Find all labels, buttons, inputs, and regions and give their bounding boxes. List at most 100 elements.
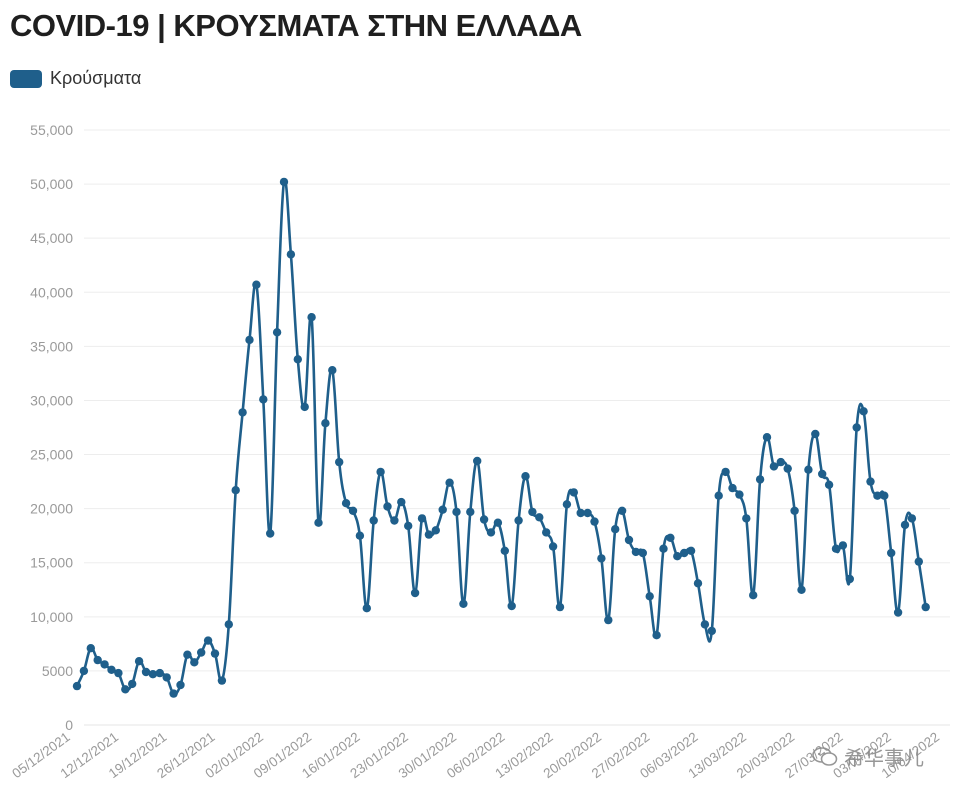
data-point[interactable] (769, 462, 779, 471)
data-point[interactable] (852, 423, 861, 432)
data-point[interactable] (824, 480, 834, 489)
data-point[interactable] (728, 483, 737, 493)
data-point[interactable] (493, 518, 503, 527)
data-point[interactable] (528, 507, 537, 517)
data-point[interactable] (155, 668, 164, 678)
data-point[interactable] (383, 502, 392, 511)
data-point[interactable] (459, 599, 468, 608)
data-point[interactable] (473, 456, 482, 466)
data-point[interactable] (811, 429, 820, 439)
data-point[interactable] (210, 649, 220, 658)
data-point[interactable] (410, 588, 420, 598)
data-point[interactable] (514, 516, 523, 525)
data-point[interactable] (831, 544, 841, 553)
data-point[interactable] (555, 602, 565, 612)
data-point[interactable] (231, 486, 240, 495)
data-point[interactable] (631, 547, 641, 557)
data-point[interactable] (873, 491, 882, 500)
data-point[interactable] (121, 685, 130, 694)
data-point[interactable] (86, 644, 96, 653)
data-point[interactable] (921, 602, 930, 612)
data-point[interactable] (224, 620, 233, 629)
data-point[interactable] (424, 530, 434, 539)
data-point[interactable] (183, 650, 192, 659)
data-point[interactable] (107, 665, 116, 674)
data-point[interactable] (887, 548, 896, 558)
data-point[interactable] (203, 636, 213, 645)
data-point[interactable] (445, 478, 454, 487)
data-point[interactable] (376, 467, 385, 477)
data-point[interactable] (197, 648, 206, 657)
data-point[interactable] (404, 521, 413, 531)
data-point[interactable] (348, 506, 358, 515)
data-point[interactable] (838, 541, 848, 550)
data-point[interactable] (452, 507, 461, 517)
data-point[interactable] (314, 518, 323, 527)
data-point[interactable] (190, 658, 199, 667)
data-point[interactable] (548, 542, 558, 551)
data-point[interactable] (597, 554, 606, 563)
data-point[interactable] (652, 631, 661, 640)
data-point[interactable] (638, 548, 647, 558)
data-point[interactable] (611, 525, 620, 534)
data-point[interactable] (500, 546, 509, 555)
data-point[interactable] (859, 407, 868, 416)
data-point[interactable] (279, 177, 289, 187)
data-point[interactable] (355, 531, 365, 540)
data-point[interactable] (776, 457, 785, 467)
data-point[interactable] (300, 402, 309, 412)
data-point[interactable] (583, 508, 592, 518)
data-point[interactable] (486, 528, 496, 537)
data-point[interactable] (259, 395, 268, 404)
data-point[interactable] (431, 526, 440, 535)
data-point[interactable] (749, 591, 758, 600)
data-point[interactable] (148, 670, 158, 679)
data-point[interactable] (590, 517, 599, 526)
data-point[interactable] (272, 328, 282, 337)
data-point[interactable] (369, 516, 378, 525)
data-point[interactable] (238, 408, 247, 417)
data-point[interactable] (866, 477, 875, 486)
data-point[interactable] (535, 513, 544, 522)
data-point[interactable] (507, 601, 516, 611)
data-point[interactable] (176, 680, 185, 690)
data-point[interactable] (162, 673, 171, 682)
data-point[interactable] (721, 467, 730, 477)
data-point[interactable] (438, 505, 447, 514)
data-point[interactable] (335, 457, 344, 467)
data-point[interactable] (321, 419, 330, 428)
data-point[interactable] (742, 514, 751, 523)
data-point[interactable] (900, 520, 910, 530)
data-point[interactable] (686, 546, 696, 555)
data-point[interactable] (521, 472, 530, 481)
data-point[interactable] (362, 604, 371, 613)
data-point[interactable] (680, 548, 689, 558)
data-point[interactable] (735, 490, 744, 499)
data-point[interactable] (341, 499, 351, 508)
data-point[interactable] (93, 655, 102, 665)
data-point[interactable] (576, 508, 585, 518)
data-point[interactable] (818, 469, 827, 479)
data-point[interactable] (245, 335, 254, 345)
data-point[interactable] (252, 280, 261, 289)
data-point[interactable] (659, 544, 668, 553)
data-point[interactable] (707, 626, 716, 636)
data-point[interactable] (907, 514, 917, 523)
data-point[interactable] (569, 488, 578, 497)
data-point[interactable] (804, 465, 813, 474)
data-point[interactable] (293, 355, 302, 364)
data-point[interactable] (914, 557, 923, 566)
data-point[interactable] (307, 313, 316, 322)
data-point[interactable] (286, 250, 296, 259)
data-point[interactable] (845, 574, 854, 584)
data-point[interactable] (134, 657, 144, 666)
data-point[interactable] (114, 668, 123, 678)
data-point[interactable] (624, 535, 634, 545)
data-point[interactable] (617, 506, 627, 515)
data-point[interactable] (755, 475, 765, 484)
legend[interactable]: Κρούσματα (10, 68, 141, 89)
data-point[interactable] (417, 514, 427, 523)
data-point[interactable] (128, 679, 137, 689)
data-point[interactable] (666, 533, 675, 542)
data-point[interactable] (762, 433, 772, 442)
